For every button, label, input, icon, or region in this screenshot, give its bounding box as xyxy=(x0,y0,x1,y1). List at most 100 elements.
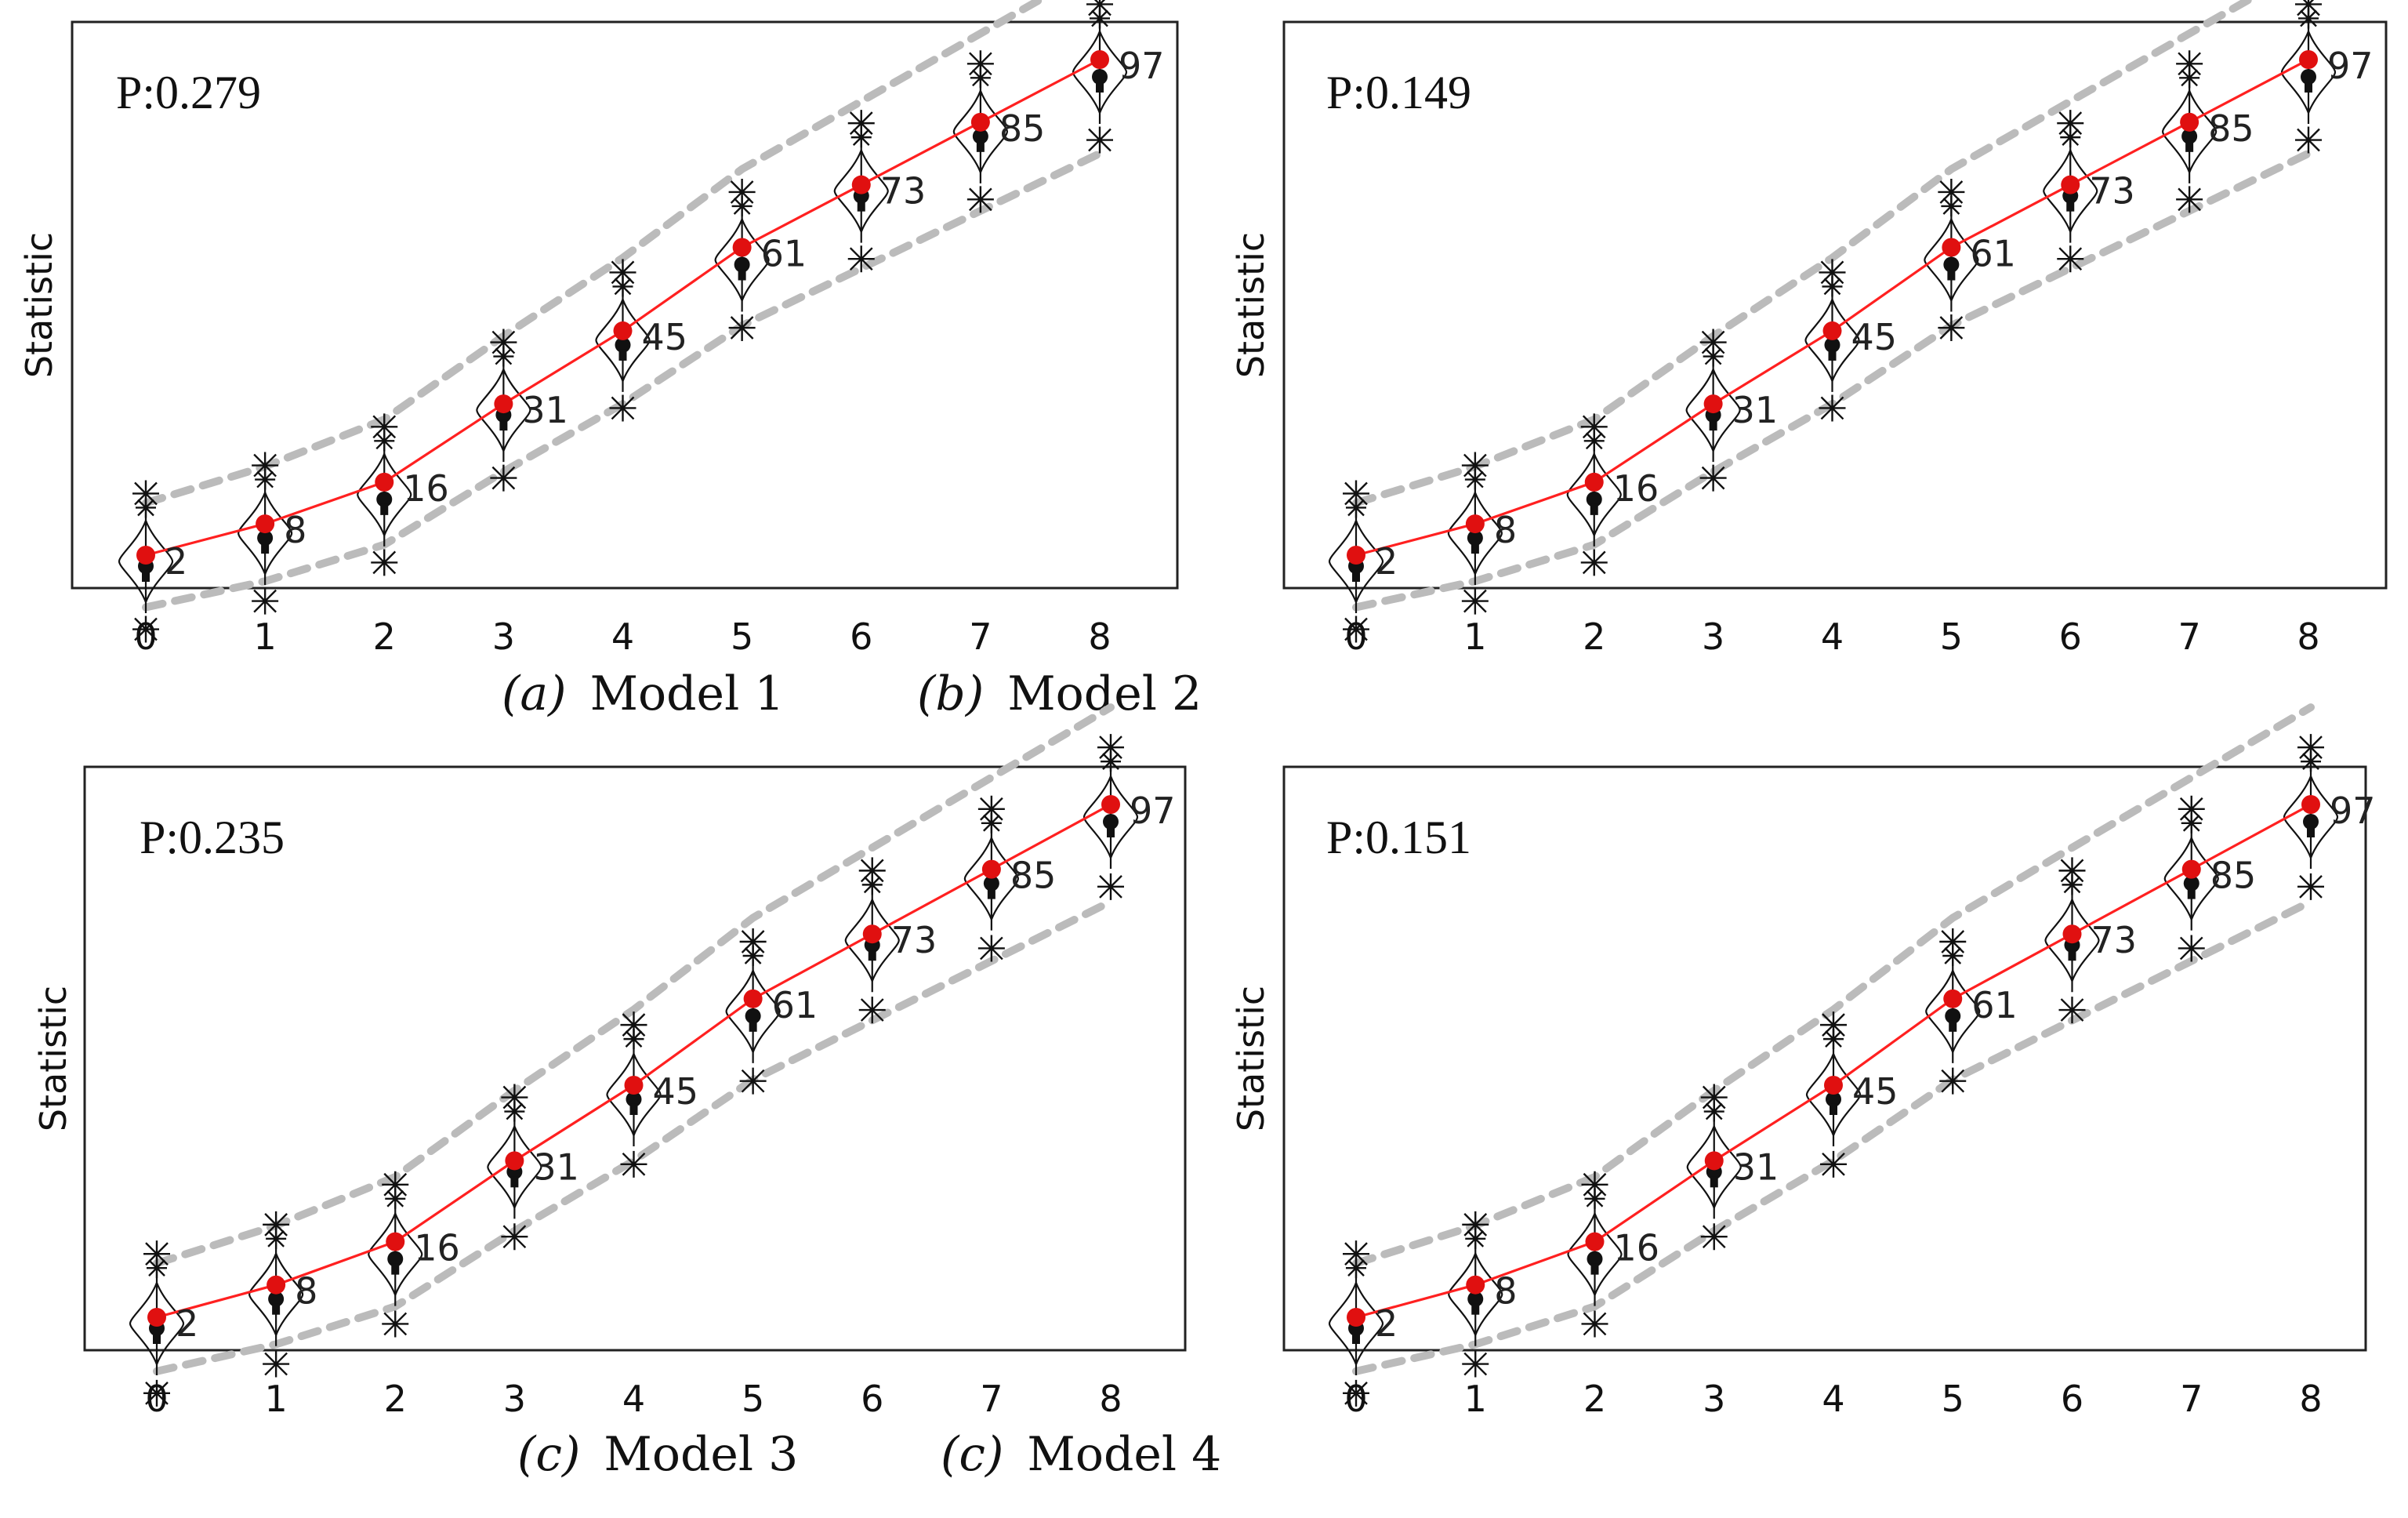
asterisk-marker xyxy=(850,127,872,148)
data-label: 45 xyxy=(1852,1070,1898,1113)
data-label: 31 xyxy=(1733,1146,1779,1188)
x-tick-label: 7 xyxy=(2180,1378,2203,1420)
p-value-annotation: P:0.235 xyxy=(140,812,285,863)
data-label: 45 xyxy=(1851,316,1898,358)
glyph-cluster xyxy=(1083,734,1139,900)
series-point xyxy=(970,112,990,132)
observed-point xyxy=(1586,491,1602,507)
asterisk-marker xyxy=(847,110,875,137)
observed-mark xyxy=(261,543,270,554)
asterisk-marker xyxy=(739,928,767,955)
asterisk-marker xyxy=(266,1228,287,1249)
asterisk-marker xyxy=(1343,1240,1369,1268)
asterisk-marker xyxy=(858,857,886,884)
x-tick-label: 4 xyxy=(611,616,634,658)
asterisk-marker xyxy=(1346,497,1366,518)
series-point xyxy=(2299,50,2318,69)
observed-mark xyxy=(2066,200,2075,212)
asterisk-marker xyxy=(977,935,1005,962)
asterisk-marker xyxy=(252,587,279,615)
asterisk-marker xyxy=(2295,0,2322,18)
asterisk-marker xyxy=(382,1171,409,1198)
observed-point xyxy=(2301,69,2316,85)
observed-mark xyxy=(1352,1333,1360,1344)
series-point xyxy=(862,924,882,944)
series-point xyxy=(1585,1232,1605,1251)
observed-mark xyxy=(380,503,389,515)
asterisk-marker xyxy=(742,945,763,966)
glyph-cluster xyxy=(1924,178,1979,342)
asterisk-marker xyxy=(501,1223,528,1251)
observed-mark xyxy=(1590,1263,1599,1275)
series-point xyxy=(1466,1275,1485,1295)
asterisk-marker xyxy=(504,1101,525,1122)
x-tick-label: 7 xyxy=(969,616,992,658)
glyph-cluster xyxy=(595,259,651,422)
x-tick-label: 4 xyxy=(622,1378,645,1420)
observed-mark xyxy=(1828,349,1837,361)
observed-mark xyxy=(1947,269,1956,281)
asterisk-marker xyxy=(847,245,875,273)
observed-mark xyxy=(1107,826,1115,837)
observed-mark xyxy=(629,1103,638,1115)
asterisk-marker xyxy=(970,67,991,89)
data-label: 16 xyxy=(1614,1227,1660,1269)
series-point xyxy=(1822,321,1842,340)
x-tick-label: 6 xyxy=(861,1378,883,1420)
asterisk-marker xyxy=(1938,178,1965,205)
data-label: 2 xyxy=(165,540,187,583)
data-label: 31 xyxy=(1732,389,1779,431)
series-point xyxy=(624,1075,644,1095)
asterisk-marker xyxy=(1700,1223,1728,1251)
asterisk-marker xyxy=(382,1310,409,1338)
series-point xyxy=(1703,394,1723,414)
observed-mark xyxy=(1949,1020,1957,1032)
asterisk-marker xyxy=(966,186,994,213)
data-label: 2 xyxy=(176,1302,198,1345)
asterisk-marker xyxy=(2295,126,2322,154)
asterisk-marker xyxy=(2060,127,2081,148)
x-tick-label: 2 xyxy=(1583,616,1605,658)
asterisk-marker xyxy=(2179,67,2200,89)
observed-mark xyxy=(749,1020,757,1032)
observed-mark xyxy=(2068,950,2076,961)
observed-mark xyxy=(868,950,876,961)
data-label: 2 xyxy=(1375,1302,1398,1345)
glyph-cluster xyxy=(725,928,781,1095)
data-label: 8 xyxy=(1494,509,1517,551)
data-label: 85 xyxy=(2208,107,2254,150)
x-tick-label: 1 xyxy=(253,616,276,658)
observed-mark xyxy=(1709,419,1717,431)
x-tick-label: 3 xyxy=(1703,1378,1725,1420)
y-axis-label: Statistic xyxy=(18,232,60,378)
data-label: 45 xyxy=(653,1070,699,1113)
series-point xyxy=(613,321,633,340)
asterisk-marker xyxy=(1823,1029,1844,1050)
asterisk-marker xyxy=(977,795,1005,823)
glyph-cluster xyxy=(1685,329,1741,492)
series-point xyxy=(505,1151,524,1171)
observed-mark xyxy=(1710,1176,1718,1188)
asterisk-marker xyxy=(252,452,279,479)
asterisk-marker xyxy=(861,874,883,895)
plot-frame xyxy=(1282,765,2367,1352)
glyph-cluster xyxy=(2280,0,2337,154)
data-label: 8 xyxy=(1494,1270,1517,1313)
observed-mark xyxy=(1830,1103,1837,1115)
observed-point xyxy=(1824,336,1840,353)
x-tick-label: 3 xyxy=(503,1378,526,1420)
asterisk-marker xyxy=(1819,394,1846,422)
observed-point xyxy=(2183,875,2199,892)
x-tick-label: 8 xyxy=(1088,616,1111,658)
asterisk-marker xyxy=(143,1379,170,1407)
data-label: 97 xyxy=(2327,45,2374,87)
data-label: 73 xyxy=(2089,170,2135,212)
asterisk-marker xyxy=(1583,430,1605,452)
asterisk-marker xyxy=(609,259,636,286)
observed-point xyxy=(1467,530,1483,547)
asterisk-marker xyxy=(1343,1379,1369,1407)
asterisk-marker xyxy=(612,276,633,297)
series-point xyxy=(2181,859,2201,879)
asterisk-marker xyxy=(1097,734,1124,761)
asterisk-marker xyxy=(501,1084,528,1111)
